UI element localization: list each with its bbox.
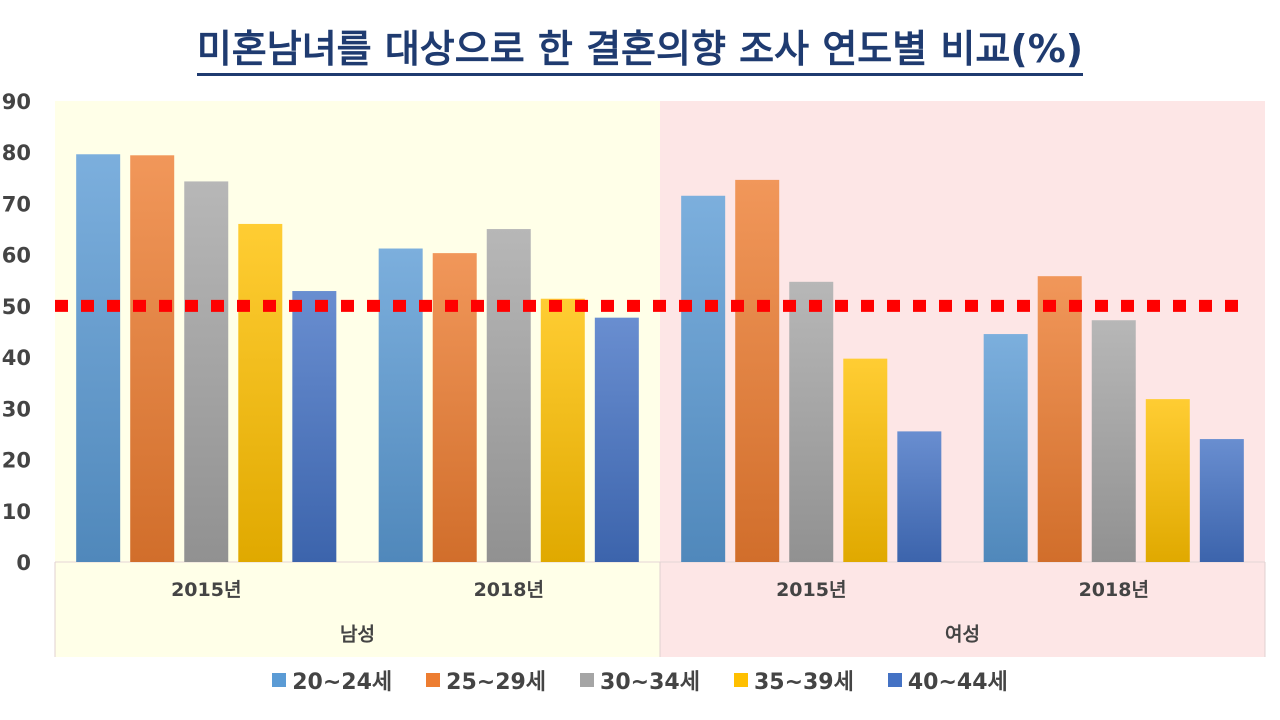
bar bbox=[789, 281, 834, 562]
y-tick-label: 20 bbox=[2, 449, 31, 473]
bar bbox=[292, 291, 337, 562]
bar bbox=[594, 317, 639, 562]
bar bbox=[897, 431, 942, 562]
legend: 20~24세 25~29세 30~34세 35~39세 40~44세 bbox=[0, 664, 1280, 696]
chart-title: 미혼남녀를 대상으로 한 결혼의향 조사 연도별 비교(%) bbox=[0, 18, 1280, 76]
bar bbox=[843, 358, 888, 562]
bar bbox=[983, 334, 1028, 562]
legend-label: 30~34세 bbox=[600, 670, 700, 695]
bar bbox=[238, 223, 283, 562]
bar bbox=[1145, 399, 1190, 562]
category-label: 2015년 bbox=[171, 579, 241, 601]
legend-swatch bbox=[887, 673, 902, 687]
group-label: 남성 bbox=[340, 624, 375, 646]
legend-label: 40~44세 bbox=[907, 670, 1008, 695]
bar bbox=[184, 181, 229, 562]
bar bbox=[681, 195, 726, 562]
legend-label: 35~39세 bbox=[753, 670, 854, 695]
category-label: 2018년 bbox=[474, 579, 544, 601]
legend-item: 25~29세 bbox=[426, 664, 546, 696]
bar bbox=[540, 298, 585, 562]
bar bbox=[378, 248, 423, 562]
legend-item: 30~34세 bbox=[580, 664, 700, 696]
y-tick-label: 30 bbox=[2, 397, 31, 421]
bar bbox=[1091, 320, 1136, 562]
y-tick-label: 0 bbox=[16, 551, 31, 575]
legend-item: 20~24세 bbox=[272, 664, 392, 696]
legend-swatch bbox=[426, 673, 441, 687]
bar bbox=[486, 229, 531, 563]
bar bbox=[1037, 276, 1082, 562]
y-tick-label: 10 bbox=[2, 500, 31, 524]
bar bbox=[130, 155, 175, 562]
legend-item: 35~39세 bbox=[733, 664, 854, 696]
y-tick-label: 90 bbox=[2, 90, 31, 114]
bar bbox=[1199, 439, 1244, 562]
y-tick-label: 60 bbox=[2, 244, 31, 268]
category-label: 2015년 bbox=[776, 579, 846, 601]
legend-label: 20~24세 bbox=[292, 670, 393, 695]
legend-swatch bbox=[580, 673, 595, 687]
bar bbox=[432, 253, 477, 562]
group-label: 여성 bbox=[945, 624, 980, 646]
legend-label: 25~29세 bbox=[446, 670, 547, 695]
y-tick-label: 50 bbox=[2, 295, 31, 319]
y-tick-label: 80 bbox=[2, 141, 31, 165]
y-tick-label: 70 bbox=[2, 192, 31, 216]
legend-item: 40~44세 bbox=[887, 664, 1008, 696]
bar bbox=[76, 154, 121, 562]
y-tick-label: 40 bbox=[2, 346, 31, 370]
category-label: 2018년 bbox=[1079, 579, 1149, 601]
legend-swatch bbox=[733, 673, 748, 687]
legend-swatch bbox=[272, 673, 287, 687]
bar bbox=[735, 179, 780, 563]
